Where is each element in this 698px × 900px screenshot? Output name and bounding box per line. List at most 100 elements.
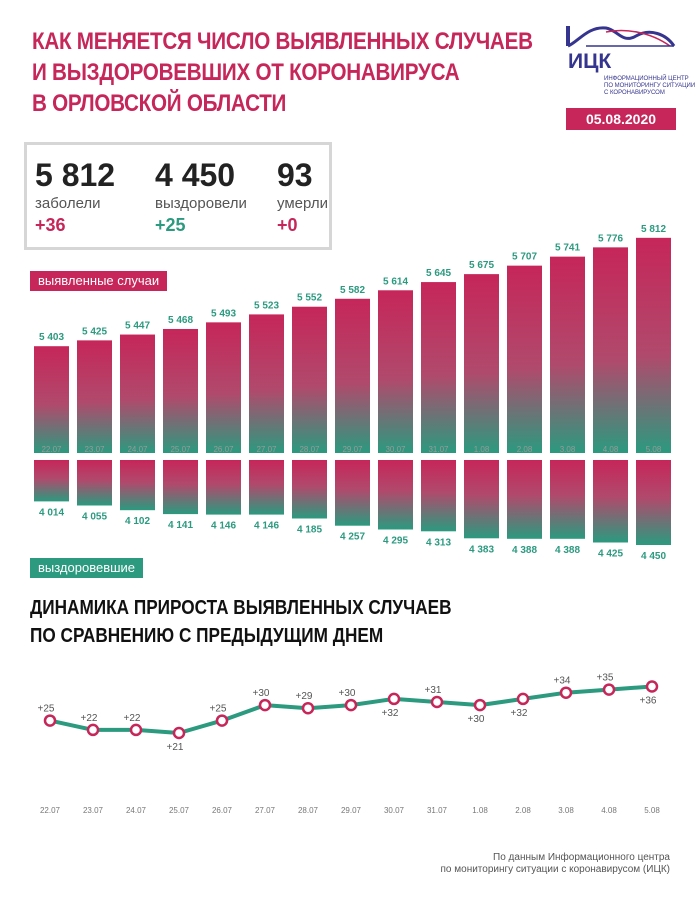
bar-recovered bbox=[163, 460, 198, 515]
stat-deaths: 93 умерли +0 bbox=[277, 145, 328, 237]
stat-value: 4 450 bbox=[155, 157, 236, 193]
bar-recovered-label: 4 141 bbox=[168, 520, 193, 531]
bar-recovered-label: 4 388 bbox=[555, 545, 580, 556]
x-tick-label: 3.08 bbox=[558, 806, 574, 815]
bar-recovered bbox=[335, 460, 370, 526]
line-point bbox=[645, 680, 659, 693]
stat-value: 93 bbox=[277, 157, 313, 193]
bar-cases-label: 5 493 bbox=[211, 308, 236, 319]
bar-cases-label: 5 523 bbox=[254, 300, 279, 311]
stat-delta: +25 bbox=[155, 215, 186, 235]
bar-cases-label: 5 447 bbox=[125, 321, 150, 332]
x-tick-label: 28.07 bbox=[299, 445, 320, 454]
bar-recovered-label: 4 146 bbox=[254, 521, 279, 532]
line-point bbox=[344, 698, 358, 712]
stats-box: 5 812 заболели +36 4 450 выздоровели +25… bbox=[24, 142, 332, 250]
line-point bbox=[430, 695, 444, 709]
bar-cases-label: 5 614 bbox=[383, 276, 408, 287]
bar-recovered-label: 4 450 bbox=[641, 551, 666, 560]
point-label: +32 bbox=[511, 708, 528, 719]
bar-recovered bbox=[77, 460, 112, 506]
x-tick-label: 31.07 bbox=[427, 806, 448, 815]
bar-chart: 5 403 22.07 4 014 5 425 23.07 4 055 5 447 24.07… bbox=[34, 224, 671, 560]
stat-value: 5 812 bbox=[35, 157, 116, 193]
bar-cases bbox=[77, 340, 112, 453]
bar-cases bbox=[34, 346, 69, 453]
title-line-3: В ОРЛОВСКОЙ ОБЛАСТИ bbox=[32, 90, 287, 117]
line-point bbox=[602, 683, 616, 696]
line-point bbox=[387, 692, 401, 706]
logo-sub-line: С КОРОНАВИРУСОМ bbox=[604, 90, 665, 96]
source-line: по мониторингу ситуации с коронавирусом … bbox=[440, 864, 671, 875]
title-line-1: КАК МЕНЯЕТСЯ ЧИСЛО ВЫЯВЛЕННЫХ СЛУЧАЕВ bbox=[32, 28, 533, 55]
x-tick-label: 29.07 bbox=[342, 445, 363, 454]
bar-cases bbox=[550, 256, 585, 453]
date-badge: 05.08.2020 bbox=[566, 108, 676, 130]
x-tick-label: 25.07 bbox=[170, 445, 191, 454]
bar-cases-label: 5 776 bbox=[598, 233, 623, 244]
bar-recovered-label: 4 388 bbox=[512, 545, 537, 556]
bar-recovered-label: 4 102 bbox=[125, 516, 150, 527]
bar-cases bbox=[163, 328, 198, 453]
x-tick-label: 3.08 bbox=[560, 445, 576, 454]
bar-cases bbox=[507, 265, 542, 453]
x-tick-label: 29.07 bbox=[341, 806, 362, 815]
point-label: +36 bbox=[640, 696, 657, 707]
line-chart: +25 22.07 +22 23.07 +22 24.07 +21 25.07 +25 26.07… bbox=[38, 673, 661, 815]
bar-cases-label: 5 582 bbox=[340, 285, 365, 296]
x-tick-label: 27.07 bbox=[255, 806, 276, 815]
ick-logo-icon bbox=[566, 24, 676, 54]
x-tick-label: 1.08 bbox=[474, 445, 490, 454]
x-tick-label: 27.07 bbox=[256, 445, 277, 454]
bar-cases-label: 5 645 bbox=[426, 268, 451, 279]
point-label: +25 bbox=[210, 704, 227, 715]
point-label: +29 bbox=[296, 691, 313, 702]
x-tick-label: 24.07 bbox=[127, 445, 148, 454]
bar-recovered bbox=[421, 460, 456, 532]
line-point bbox=[215, 714, 229, 727]
point-label: +30 bbox=[253, 688, 270, 699]
subtitle-line-2: ПО СРАВНЕНИЮ С ПРЕДЫДУЩИМ ДНЕМ bbox=[30, 625, 384, 647]
line-point bbox=[86, 723, 100, 737]
line-point bbox=[129, 723, 143, 737]
x-tick-label: 31.07 bbox=[428, 445, 449, 454]
point-label: +35 bbox=[597, 673, 614, 684]
x-tick-label: 24.07 bbox=[126, 806, 147, 815]
bar-cases bbox=[292, 306, 327, 453]
bar-recovered bbox=[507, 460, 542, 539]
x-tick-label: 25.07 bbox=[169, 806, 190, 815]
x-tick-label: 1.08 bbox=[472, 806, 488, 815]
bar-cases bbox=[636, 237, 671, 453]
bar-recovered bbox=[464, 460, 499, 539]
bar-recovered-label: 4 055 bbox=[82, 512, 107, 523]
x-tick-label: 2.08 bbox=[515, 806, 531, 815]
bar-recovered-label: 4 383 bbox=[469, 544, 494, 555]
cases-legend-label: выявленные случаи bbox=[30, 271, 168, 291]
bar-cases-label: 5 552 bbox=[297, 293, 322, 304]
bar-cases bbox=[464, 274, 499, 453]
point-label: +22 bbox=[81, 713, 98, 724]
x-tick-label: 5.08 bbox=[644, 806, 660, 815]
point-label: +30 bbox=[339, 688, 356, 699]
bar-cases-label: 5 707 bbox=[512, 252, 537, 263]
bar-recovered-label: 4 014 bbox=[39, 507, 64, 518]
logo-subtitle: ИНФОРМАЦИОННЫЙ ЦЕНТР ПО МОНИТОРИНГУ СИТУ… bbox=[604, 76, 696, 97]
logo-sub-line: ПО МОНИТОРИНГУ СИТУАЦИИ bbox=[604, 83, 696, 89]
bar-recovered bbox=[636, 460, 671, 545]
bar-cases-label: 5 741 bbox=[555, 243, 580, 254]
bar-recovered-label: 4 146 bbox=[211, 521, 236, 532]
point-label: +25 bbox=[38, 704, 55, 715]
bar-cases bbox=[421, 282, 456, 453]
x-tick-label: 5.08 bbox=[646, 445, 662, 454]
x-tick-label: 4.08 bbox=[603, 445, 619, 454]
bar-cases-label: 5 468 bbox=[168, 315, 193, 326]
bar-cases-label: 5 425 bbox=[82, 326, 107, 337]
bar-recovered bbox=[34, 460, 69, 502]
bar-cases bbox=[378, 290, 413, 453]
bar-recovered-label: 4 313 bbox=[426, 537, 451, 548]
bar-cases-label: 5 675 bbox=[469, 260, 494, 271]
stat-label: выздоровели bbox=[155, 195, 247, 212]
point-label: +32 bbox=[382, 708, 399, 719]
bar-cases-label: 5 403 bbox=[39, 332, 64, 343]
point-label: +22 bbox=[124, 713, 141, 724]
